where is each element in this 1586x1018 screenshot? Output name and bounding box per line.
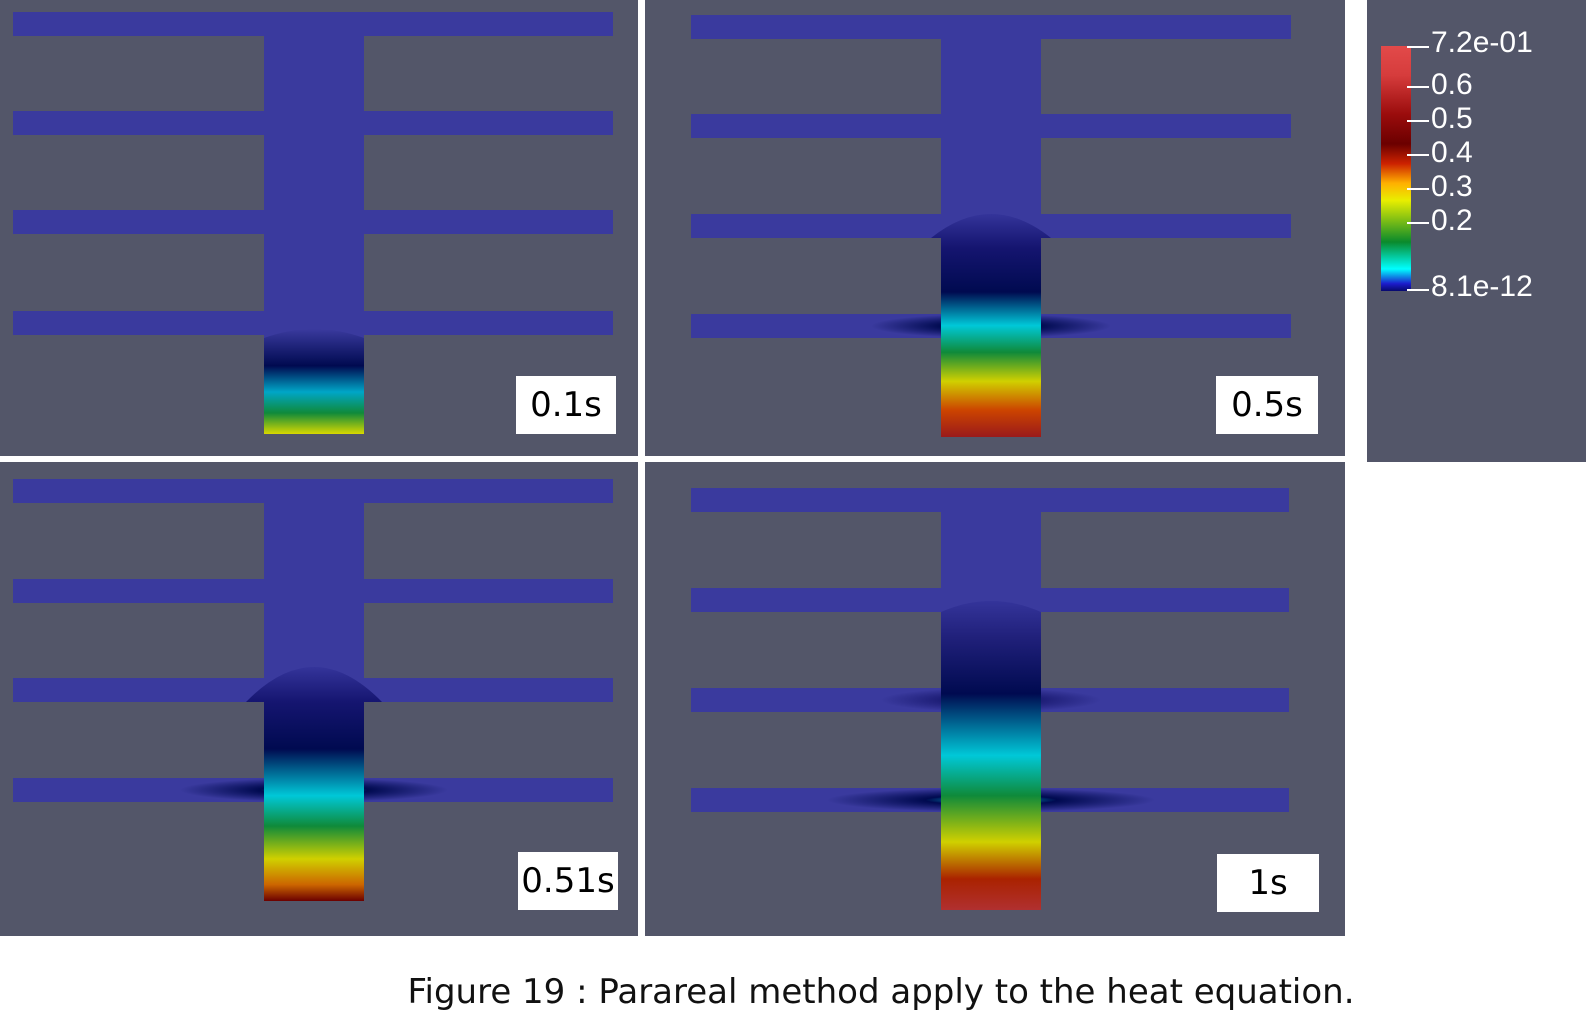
colorbar <box>1381 46 1411 291</box>
panel-t0-51: 0.51s <box>0 462 638 936</box>
colorbar-tick <box>1407 86 1429 88</box>
colorbar-tick-label: 0.2 <box>1431 204 1473 237</box>
time-label: 1s <box>1217 854 1319 912</box>
colorbar-tick-label: 0.3 <box>1431 170 1473 203</box>
heat-field-t1 <box>691 488 1289 910</box>
time-label: 0.1s <box>516 376 616 434</box>
colorbar-tick <box>1407 289 1429 291</box>
colorbar-tick <box>1407 188 1429 190</box>
figure-caption: Figure 19 : Parareal method apply to the… <box>407 972 1355 1012</box>
time-label: 0.51s <box>518 852 618 910</box>
colorbar-tick-label: 0.5 <box>1431 102 1473 135</box>
colorbar-min-label: 8.1e-12 <box>1431 270 1533 303</box>
colorbar-tick <box>1407 46 1429 48</box>
panel-t0-5: 0.5s <box>645 0 1345 456</box>
panel-t1: 1s <box>645 462 1345 936</box>
colorbar-tick <box>1407 120 1429 122</box>
heat-field-t0-5 <box>691 15 1291 437</box>
colorbar-tick <box>1407 154 1429 156</box>
time-label: 0.5s <box>1216 376 1318 434</box>
colorbar-tick-label: 0.4 <box>1431 136 1473 169</box>
colorbar-max-label: 7.2e-01 <box>1431 26 1533 59</box>
colorbar-legend: 7.2e-01 0.6 0.5 0.4 0.3 0.2 8.1e-12 <box>1367 0 1586 462</box>
heat-field-t0-1 <box>13 12 613 434</box>
colorbar-tick <box>1407 222 1429 224</box>
colorbar-tick-label: 0.6 <box>1431 68 1473 101</box>
heat-field-t0-51 <box>13 479 613 901</box>
panel-t0-1: 0.1s <box>0 0 638 456</box>
